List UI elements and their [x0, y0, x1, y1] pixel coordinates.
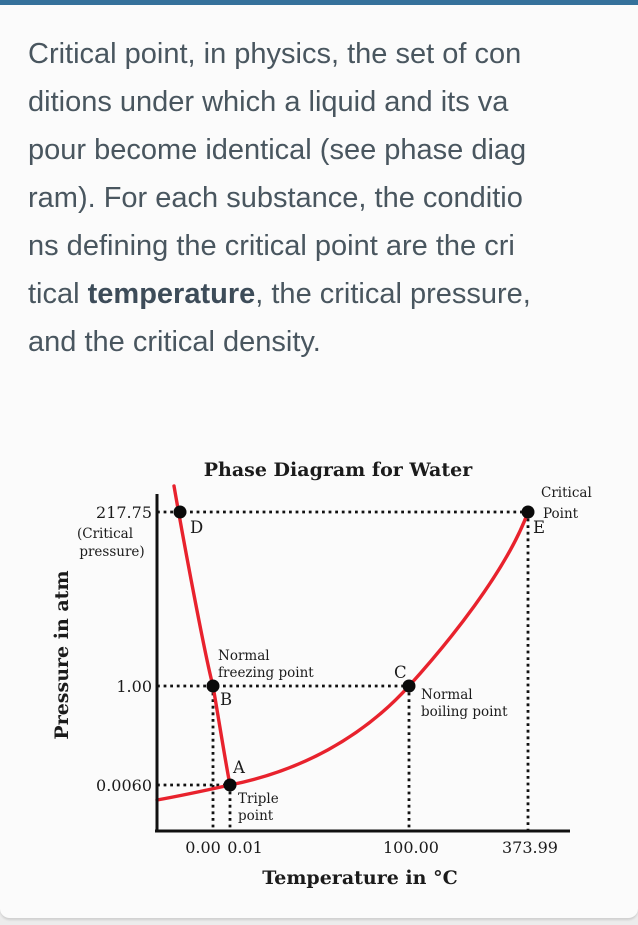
point-C-dot [402, 679, 416, 693]
y-tick-critical: 217.75 [96, 503, 152, 522]
article-line: tical temperature, the critical pressure… [28, 270, 618, 318]
freezing-note-line2: freezing point [218, 665, 314, 681]
freezing-note-line1: Normal [218, 648, 270, 664]
article-line: Critical point, in physics, the set of c… [28, 38, 522, 70]
phase-diagram-chart: Phase Diagram for Water 217.75 (Critical… [51, 459, 592, 889]
x-tick-001: 0.01 [227, 838, 263, 857]
article-line: ns defining the critical point are the c… [28, 230, 515, 262]
article-line: and the critical density. [28, 326, 321, 358]
critical-point-note-line1: Critical [541, 485, 592, 501]
chart-title: Phase Diagram for Water [204, 459, 473, 481]
article-bold-term: temperature [87, 278, 256, 310]
point-E-dot [521, 505, 535, 519]
x-tick-100: 100.00 [383, 838, 439, 857]
article-line: ditions under which a liquid and its va [28, 86, 509, 118]
boiling-note-line1: Normal [421, 687, 473, 703]
point-A-label: A [232, 758, 246, 777]
triple-note-line2: point [238, 808, 274, 824]
article-line: pour become identical (see phase diag [28, 134, 527, 166]
critical-point-note-line2: Point [543, 506, 579, 522]
point-D-label: D [190, 518, 203, 537]
x-tick-0: 0.00 [185, 838, 221, 857]
point-A-dot [223, 778, 237, 792]
y-note-line1: (Critical [77, 526, 133, 542]
article-line: ram). For each substance, the conditio [28, 182, 523, 214]
y-note-line2: pressure) [79, 544, 144, 560]
point-C-label: C [394, 663, 407, 682]
y-tick-triple: 0.0060 [96, 776, 152, 795]
article-line-pre: tical [28, 278, 88, 310]
triple-note-line1: Triple [238, 791, 279, 807]
top-accent-bar [0, 0, 638, 5]
x-tick-374: 373.99 [502, 838, 558, 857]
y-axis-label: Pressure in atm [51, 570, 73, 739]
article-text: Critical point, in physics, the set of c… [28, 30, 618, 366]
article-line-post: , the critical pressure, [255, 278, 531, 310]
x-axis-label: Temperature in °C [262, 867, 457, 889]
vaporization-curve [155, 510, 530, 802]
point-B-label: B [220, 690, 232, 709]
boiling-note-line2: boiling point [421, 704, 508, 720]
point-B-dot [206, 679, 220, 693]
y-tick-1atm: 1.00 [116, 677, 152, 696]
point-E-label: E [533, 518, 545, 537]
point-D-dot [173, 505, 187, 519]
